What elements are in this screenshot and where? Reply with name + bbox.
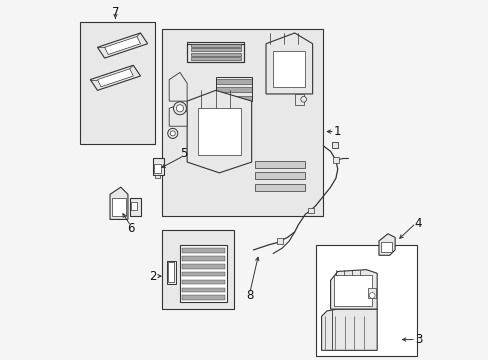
Bar: [182, 296, 224, 300]
Circle shape: [368, 293, 374, 298]
Bar: [255, 172, 305, 179]
Polygon shape: [169, 105, 187, 126]
Text: 2: 2: [149, 270, 157, 283]
Bar: [367, 288, 375, 298]
Polygon shape: [187, 90, 251, 173]
Bar: [182, 288, 224, 292]
Bar: [168, 262, 174, 282]
Bar: [155, 175, 160, 178]
Bar: [180, 244, 226, 302]
Bar: [153, 158, 163, 175]
Bar: [129, 198, 140, 216]
Bar: [277, 238, 283, 244]
Circle shape: [170, 131, 175, 136]
Bar: [316, 244, 416, 356]
Bar: [162, 30, 323, 216]
Bar: [131, 202, 137, 211]
Bar: [190, 53, 241, 55]
Polygon shape: [330, 270, 376, 309]
Polygon shape: [265, 33, 312, 94]
Bar: [332, 157, 338, 163]
Bar: [273, 51, 305, 87]
Bar: [380, 242, 391, 252]
Text: 6: 6: [127, 222, 134, 235]
Bar: [215, 77, 251, 101]
Bar: [190, 48, 241, 51]
Bar: [154, 164, 160, 173]
Bar: [182, 264, 224, 269]
Text: 7: 7: [111, 6, 119, 19]
Bar: [255, 184, 305, 191]
Polygon shape: [104, 37, 140, 54]
Circle shape: [173, 102, 186, 115]
Bar: [162, 230, 233, 309]
Bar: [198, 108, 241, 155]
Bar: [294, 94, 303, 105]
Polygon shape: [187, 44, 244, 62]
Bar: [190, 57, 241, 60]
Bar: [332, 142, 337, 148]
Bar: [255, 161, 305, 168]
Polygon shape: [97, 33, 147, 58]
Bar: [182, 272, 224, 276]
Text: 1: 1: [333, 125, 341, 138]
Bar: [167, 261, 176, 284]
Polygon shape: [110, 187, 128, 220]
Bar: [215, 79, 251, 84]
Bar: [182, 280, 224, 284]
Polygon shape: [169, 72, 187, 101]
Bar: [112, 198, 126, 216]
Bar: [182, 256, 224, 261]
Bar: [187, 42, 244, 62]
Bar: [190, 44, 241, 47]
Polygon shape: [321, 309, 376, 350]
Text: 4: 4: [414, 216, 421, 230]
Bar: [215, 96, 251, 101]
Text: 3: 3: [414, 333, 421, 346]
Circle shape: [300, 96, 306, 102]
Polygon shape: [97, 69, 133, 87]
Polygon shape: [378, 234, 394, 255]
Bar: [307, 208, 313, 213]
Polygon shape: [90, 65, 140, 90]
Bar: [333, 275, 371, 306]
Text: 5: 5: [180, 147, 187, 159]
Bar: [80, 22, 155, 144]
Text: 8: 8: [245, 289, 253, 302]
Circle shape: [176, 105, 183, 112]
Bar: [182, 248, 224, 253]
Circle shape: [167, 129, 178, 138]
Bar: [215, 87, 251, 93]
